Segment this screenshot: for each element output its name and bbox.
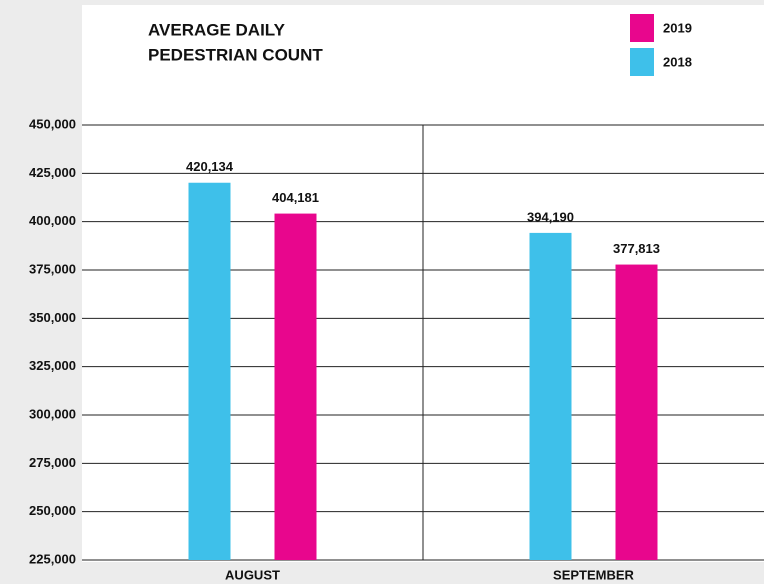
y-tick-label: 300,000 <box>29 406 76 421</box>
y-tick-label: 275,000 <box>29 455 76 470</box>
legend-swatch <box>630 48 654 76</box>
legend-label: 2018 <box>663 54 692 69</box>
bar <box>615 264 658 560</box>
y-tick-label: 400,000 <box>29 213 76 228</box>
y-tick-label: 425,000 <box>29 165 76 180</box>
y-tick-label: 225,000 <box>29 551 76 566</box>
bar <box>188 182 231 560</box>
chart-title: AVERAGE DAILY <box>148 20 286 39</box>
data-label: 394,190 <box>527 209 574 224</box>
y-tick-label: 375,000 <box>29 261 76 276</box>
y-tick-label: 450,000 <box>29 116 76 131</box>
x-tick-label: AUGUST <box>225 567 280 582</box>
bar <box>274 213 317 560</box>
chart-title: PEDESTRIAN COUNT <box>148 45 323 64</box>
bar <box>529 232 572 560</box>
legend-label: 2019 <box>663 20 692 35</box>
y-tick-label: 350,000 <box>29 310 76 325</box>
x-tick-label: SEPTEMBER <box>553 567 635 582</box>
legend-swatch <box>630 14 654 42</box>
y-tick-label: 250,000 <box>29 503 76 518</box>
data-label: 377,813 <box>613 241 660 256</box>
data-label: 404,181 <box>272 190 319 205</box>
data-label: 420,134 <box>186 159 234 174</box>
y-tick-label: 325,000 <box>29 358 76 373</box>
